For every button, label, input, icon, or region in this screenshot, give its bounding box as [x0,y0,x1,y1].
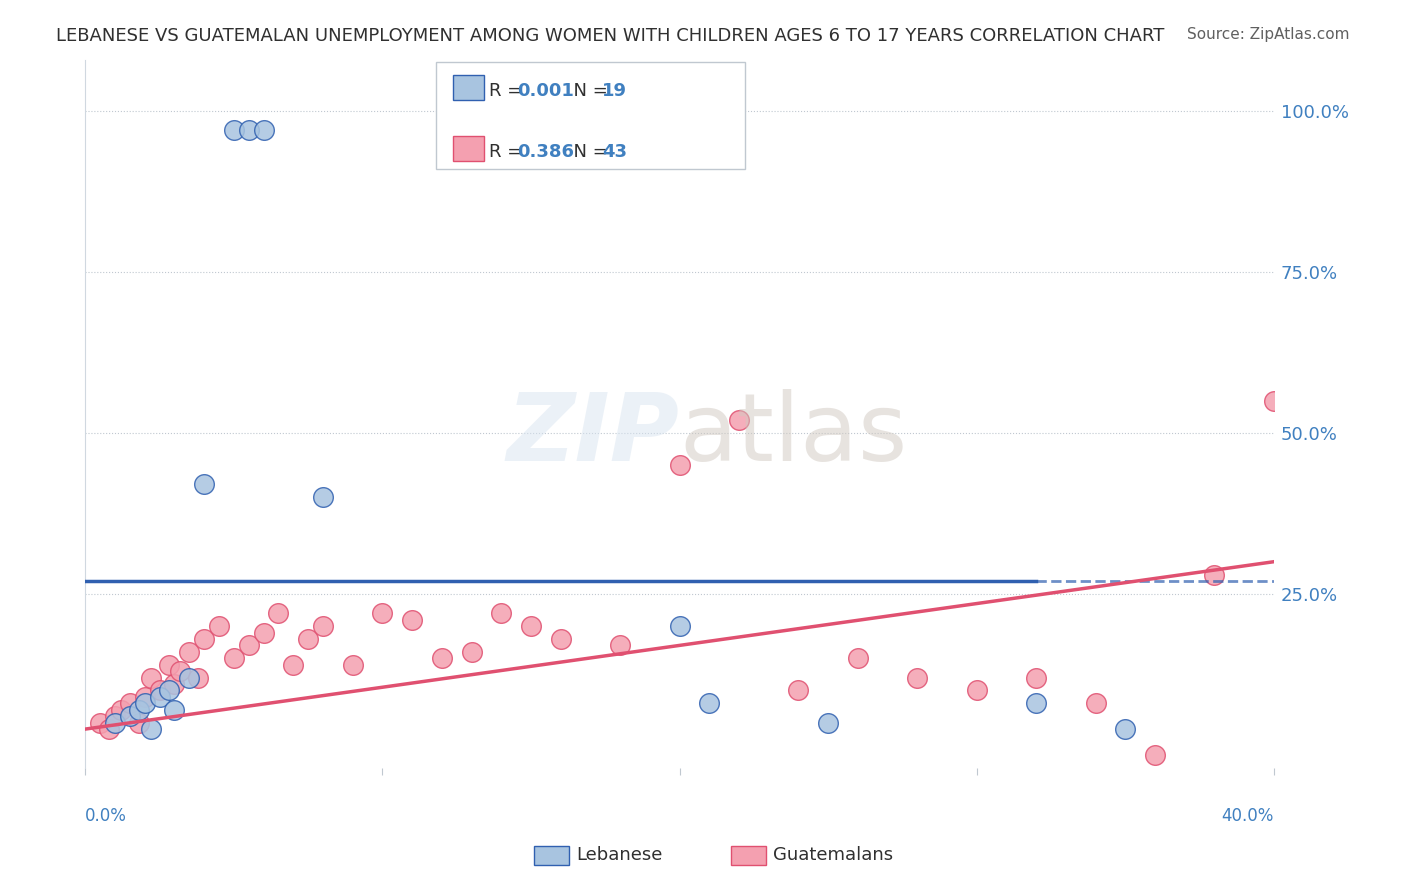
Point [312,619,335,633]
Point [128,703,150,717]
Text: R =: R = [489,82,529,100]
Point [187,671,209,685]
Text: Source: ZipAtlas.com: Source: ZipAtlas.com [1187,27,1350,42]
Text: N =: N = [562,143,614,161]
Point [179,645,201,659]
Point [312,491,335,505]
Point [238,639,260,653]
Point [104,715,127,730]
Point [430,651,453,665]
Point [118,696,141,710]
Point [252,123,274,137]
Point [104,709,127,723]
Point [609,639,631,653]
Text: 19: 19 [602,82,627,100]
Text: 43: 43 [602,143,627,161]
Point [550,632,572,646]
Point [1084,696,1107,710]
Point [342,657,364,672]
Point [460,645,482,659]
Point [157,683,180,698]
Point [193,632,215,646]
Text: atlas: atlas [679,389,908,481]
Point [252,625,274,640]
Point [128,715,150,730]
Point [163,703,186,717]
Point [1025,696,1047,710]
Point [1204,567,1226,582]
Point [149,683,172,698]
Point [297,632,319,646]
Point [238,123,260,137]
Point [134,690,156,704]
Point [371,606,394,620]
Point [222,123,245,137]
Point [157,657,180,672]
Point [1143,747,1166,762]
Point [98,722,121,736]
Text: 40.0%: 40.0% [1222,806,1274,824]
Point [697,696,720,710]
Point [283,657,305,672]
Text: 0.001: 0.001 [517,82,574,100]
Point [208,619,231,633]
Point [110,703,132,717]
Point [1025,671,1047,685]
Point [89,715,111,730]
Point [401,613,423,627]
Point [193,477,215,491]
Point [728,413,751,427]
Text: 0.386: 0.386 [517,143,575,161]
Text: LEBANESE VS GUATEMALAN UNEMPLOYMENT AMONG WOMEN WITH CHILDREN AGES 6 TO 17 YEARS: LEBANESE VS GUATEMALAN UNEMPLOYMENT AMON… [56,27,1164,45]
Point [905,671,928,685]
Point [163,677,186,691]
Point [267,606,290,620]
Point [1263,393,1285,408]
Point [149,690,172,704]
Point [118,709,141,723]
Point [787,683,810,698]
Point [668,619,690,633]
Point [846,651,869,665]
Point [966,683,988,698]
Point [222,651,245,665]
Point [139,671,162,685]
Point [491,606,513,620]
Point [179,671,201,685]
Text: 0.0%: 0.0% [86,806,127,824]
Point [139,722,162,736]
Text: Guatemalans: Guatemalans [773,847,893,864]
Text: R =: R = [489,143,529,161]
Point [134,696,156,710]
Point [1114,722,1136,736]
Point [668,458,690,472]
Point [169,664,191,678]
Point [817,715,839,730]
Text: Lebanese: Lebanese [576,847,662,864]
Point [520,619,543,633]
Text: N =: N = [562,82,614,100]
Text: ZIP: ZIP [506,389,679,481]
